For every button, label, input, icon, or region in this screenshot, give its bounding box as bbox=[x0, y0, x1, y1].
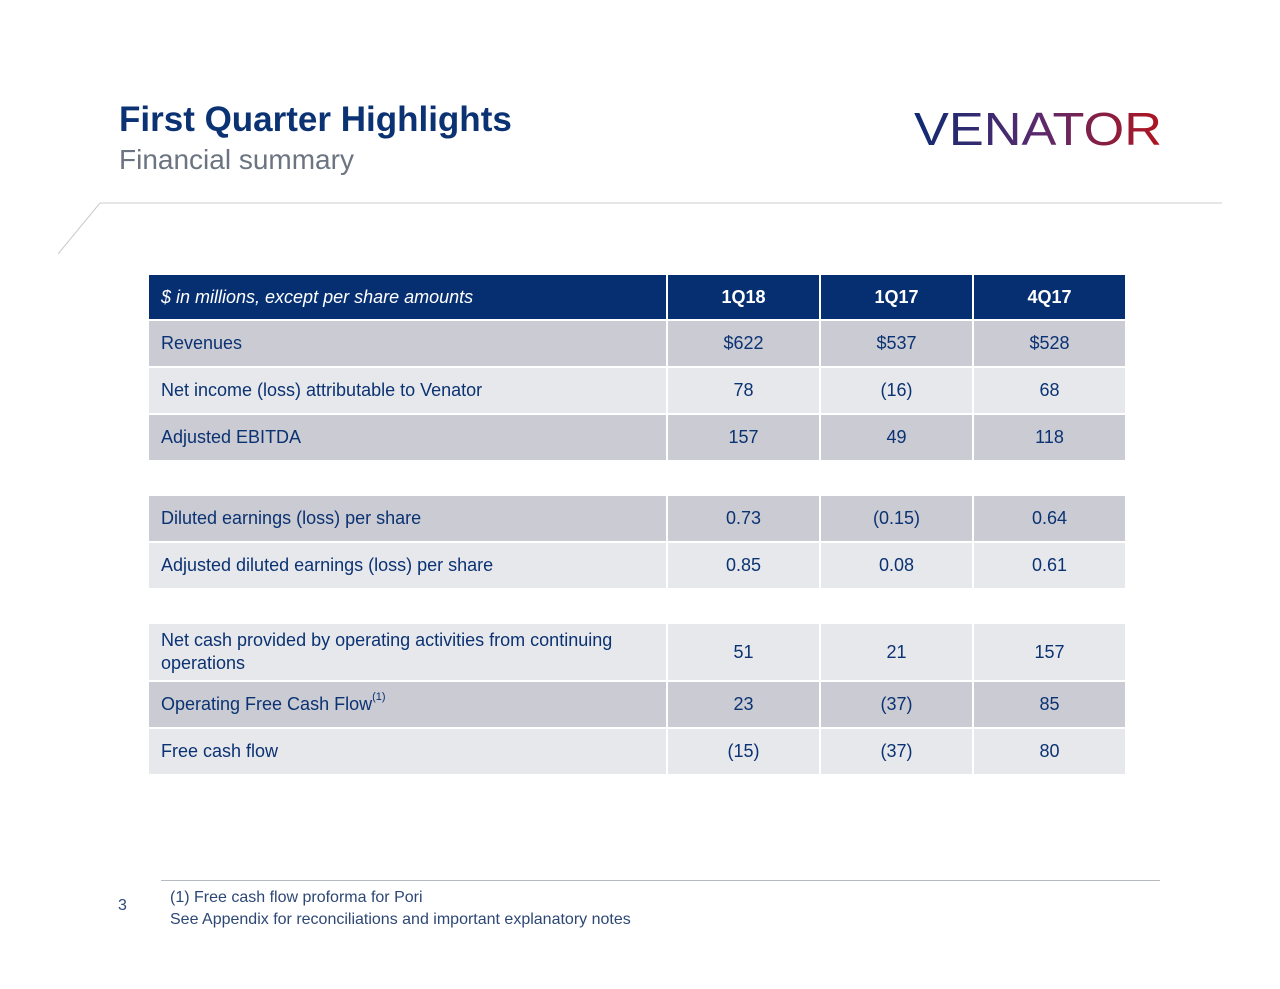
page-number: 3 bbox=[118, 897, 127, 914]
cell-4q17: 118 bbox=[974, 415, 1125, 462]
cell-1q18: 51 bbox=[668, 624, 821, 682]
table-row-net-cash-operating: Net cash provided by operating activitie… bbox=[149, 624, 1125, 682]
cell-1q17: (37) bbox=[821, 729, 974, 776]
cell-1q17: 0.08 bbox=[821, 543, 974, 590]
table-row-operating-free-cash-flow: Operating Free Cash Flow(1) 23 (37) 85 bbox=[149, 682, 1125, 729]
row-label: Revenues bbox=[149, 321, 668, 368]
cell-4q17: 68 bbox=[974, 368, 1125, 415]
page-subtitle: Financial summary bbox=[119, 144, 354, 175]
cell-1q17: 21 bbox=[821, 624, 974, 682]
table-header-row: $ in millions, except per share amounts … bbox=[149, 275, 1125, 321]
header-4q17: 4Q17 bbox=[974, 275, 1125, 321]
row-label: Diluted earnings (loss) per share bbox=[149, 496, 668, 543]
header-1q17: 1Q17 bbox=[821, 275, 974, 321]
cell-1q17: $537 bbox=[821, 321, 974, 368]
cell-1q17: (16) bbox=[821, 368, 974, 415]
cell-1q17: 49 bbox=[821, 415, 974, 462]
row-label: Free cash flow bbox=[149, 729, 668, 776]
footnote-1: (1) Free cash flow proforma for Pori bbox=[170, 889, 423, 906]
row-label: Net income (loss) attributable to Venato… bbox=[149, 368, 668, 415]
table-row-free-cash-flow: Free cash flow (15) (37) 80 bbox=[149, 729, 1125, 776]
row-label: Operating Free Cash Flow(1) bbox=[149, 682, 668, 729]
cell-4q17: 157 bbox=[974, 624, 1125, 682]
row-label-text: Operating Free Cash Flow bbox=[161, 694, 373, 714]
table-spacer bbox=[149, 462, 1125, 496]
table-row-diluted-eps: Diluted earnings (loss) per share 0.73 (… bbox=[149, 496, 1125, 543]
cell-4q17: $528 bbox=[974, 321, 1125, 368]
table-row-net-income: Net income (loss) attributable to Venato… bbox=[149, 368, 1125, 415]
table-row-revenues: Revenues $622 $537 $528 bbox=[149, 321, 1125, 368]
table-row-adjusted-diluted-eps: Adjusted diluted earnings (loss) per sha… bbox=[149, 543, 1125, 590]
cell-1q18: 23 bbox=[668, 682, 821, 729]
footnote-marker: (1) bbox=[372, 691, 386, 703]
footer-divider bbox=[161, 880, 1160, 881]
cell-1q18: 0.85 bbox=[668, 543, 821, 590]
logo-text: VENATOR bbox=[914, 104, 1162, 152]
row-label: Net cash provided by operating activitie… bbox=[149, 624, 668, 682]
cell-4q17: 80 bbox=[974, 729, 1125, 776]
cell-4q17: 0.64 bbox=[974, 496, 1125, 543]
cell-4q17: 0.61 bbox=[974, 543, 1125, 590]
cell-1q17: (37) bbox=[821, 682, 974, 729]
row-label: Adjusted diluted earnings (loss) per sha… bbox=[149, 543, 668, 590]
financial-summary-table: $ in millions, except per share amounts … bbox=[149, 275, 1125, 776]
footnote-2: See Appendix for reconciliations and imp… bbox=[170, 911, 631, 928]
cell-4q17: 85 bbox=[974, 682, 1125, 729]
cell-1q17: (0.15) bbox=[821, 496, 974, 543]
page-title: First Quarter Highlights bbox=[119, 100, 512, 139]
footnotes: (1) Free cash flow proforma for Pori See… bbox=[170, 887, 631, 931]
table-spacer bbox=[149, 590, 1125, 624]
table-row-adjusted-ebitda: Adjusted EBITDA 157 49 118 bbox=[149, 415, 1125, 462]
row-label: Adjusted EBITDA bbox=[149, 415, 668, 462]
venator-logo: VENATOR bbox=[914, 104, 1162, 152]
cell-1q18: (15) bbox=[668, 729, 821, 776]
cell-1q18: $622 bbox=[668, 321, 821, 368]
cell-1q18: 78 bbox=[668, 368, 821, 415]
header-1q18: 1Q18 bbox=[668, 275, 821, 321]
cell-1q18: 157 bbox=[668, 415, 821, 462]
header-label: $ in millions, except per share amounts bbox=[149, 275, 668, 321]
cell-1q18: 0.73 bbox=[668, 496, 821, 543]
